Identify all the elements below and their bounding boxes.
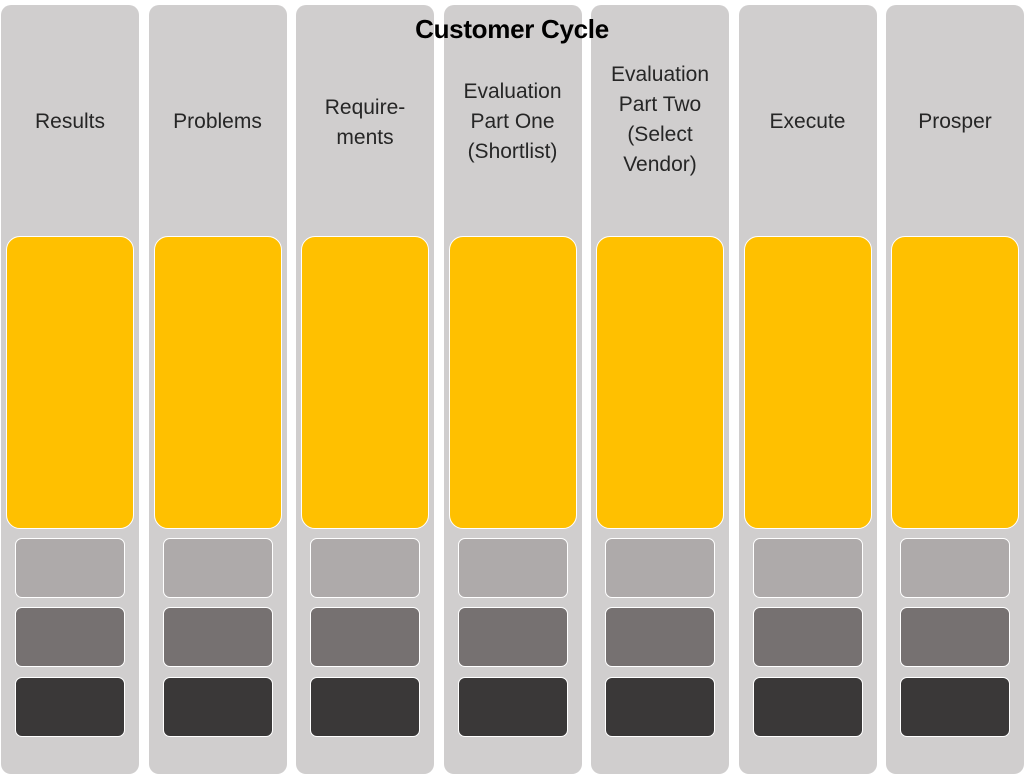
stage-label: Evaluation Part One (Shortlist) [463,80,562,163]
primary-block [6,236,134,529]
stage-column-2: Problems [148,5,287,774]
mid-block [310,607,420,667]
mid-block [900,607,1010,667]
mid-block [605,607,715,667]
light-block [900,538,1010,598]
stage-column-7: Prosper [886,5,1024,774]
primary-block [448,236,577,529]
mid-block [752,607,863,667]
dark-block [900,677,1010,737]
primary-block [891,236,1019,529]
dark-block [752,677,863,737]
stage-column-3: Require- ments [296,5,434,774]
stage-label: Prosper [918,110,992,133]
light-block [310,538,420,598]
mid-block [457,607,568,667]
stage-label: Problems [173,110,262,133]
light-block [15,538,125,598]
dark-block [310,677,420,737]
stage-label: Execute [769,110,846,133]
dark-block [15,677,125,737]
light-block [162,538,273,598]
dark-block [605,677,715,737]
stage-label: Results [34,110,106,133]
dark-block [162,677,273,737]
dark-block [457,677,568,737]
light-block [605,538,715,598]
primary-block [301,236,429,529]
stage-column-5: Evaluation Part Two (Select Vendor) [591,5,729,774]
mid-block [15,607,125,667]
light-block [752,538,863,598]
light-block [457,538,568,598]
primary-block [596,236,724,529]
stage-column-1: Results [1,5,139,774]
primary-block [153,236,282,529]
mid-block [162,607,273,667]
stage-label: Evaluation Part Two (Select Vendor) [610,63,710,176]
primary-block [743,236,872,529]
stage-label: Require- ments [324,96,406,149]
stage-column-4: Evaluation Part One (Shortlist) [443,5,582,774]
stage-column-6: Execute [738,5,877,774]
